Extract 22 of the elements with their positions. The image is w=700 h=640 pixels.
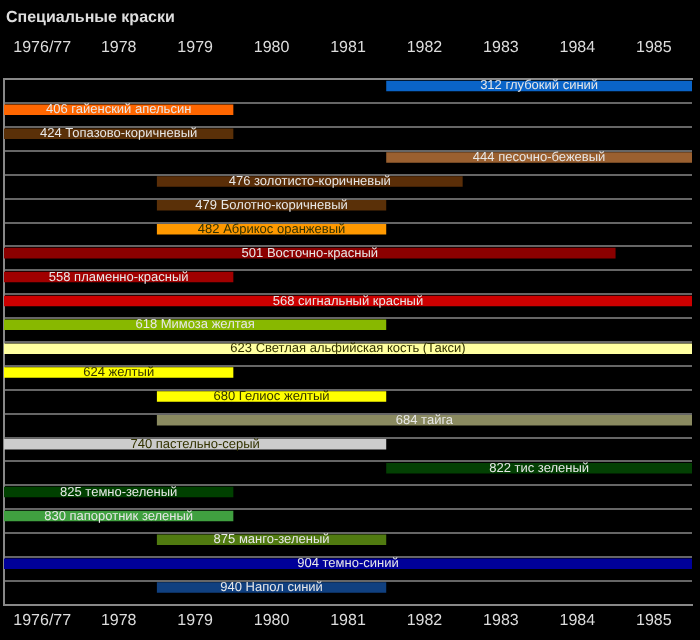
x2-tick-label: 1985 (635, 38, 673, 57)
x-tick-label: 1983 (483, 610, 520, 629)
x2-tick-label: 1980 (253, 38, 291, 57)
x-tick-label: 1976/77 (13, 610, 73, 629)
chart-title: Специальные краски (4, 6, 177, 30)
x-tick-label: 1985 (635, 610, 673, 629)
x-tick-label: 1984 (559, 610, 597, 629)
bar (4, 558, 692, 569)
bar (4, 367, 234, 378)
x-tick-label: 1979 (177, 610, 215, 629)
x2-tick-label: 1978 (100, 38, 138, 57)
x2-tick-label: 1976/77 (13, 38, 73, 57)
x2-tick-label: 1983 (483, 38, 520, 57)
bar (156, 415, 692, 426)
x2-tick-label: 1982 (406, 38, 444, 57)
x-tick-label: 1981 (330, 610, 367, 629)
x-tick-label: 1980 (253, 610, 291, 629)
x2-tick-label: 1984 (559, 38, 597, 57)
x-tick-label: 1982 (406, 610, 444, 629)
x-tick-label: 1978 (100, 610, 138, 629)
x2-tick-label: 1981 (330, 38, 367, 57)
x2-tick-label: 1979 (177, 38, 215, 57)
